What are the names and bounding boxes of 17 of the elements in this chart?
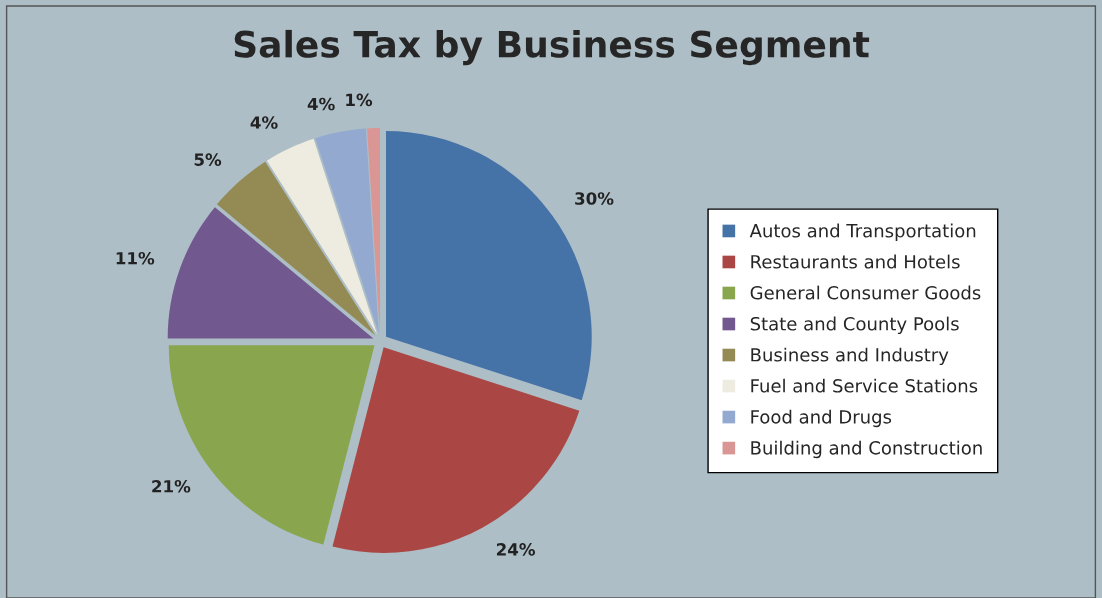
- data-label: 4%: [307, 97, 335, 111]
- legend-label: Business and Industry: [751, 347, 949, 366]
- data-label: 4%: [250, 116, 278, 129]
- legend-label: Building and Construction: [751, 440, 982, 459]
- legend-label: Restaurants and Hotels: [751, 254, 960, 269]
- data-label: 21%: [152, 479, 191, 493]
- legend-label: Fuel and Service Stations: [751, 378, 978, 393]
- legend-label: Autos and Transportation: [749, 223, 976, 242]
- data-label: 1%: [346, 93, 373, 107]
- legend-label: General Consumer Goods: [750, 285, 981, 300]
- data-label: 30%: [575, 192, 614, 205]
- data-label: 24%: [496, 543, 536, 556]
- chart-title: Sales Tax by Business Segment: [234, 29, 870, 66]
- legend-label: State and County Pools: [750, 316, 959, 335]
- data-label: 11%: [116, 251, 155, 265]
- data-label: 5%: [194, 153, 222, 166]
- legend-label: Food and Drugs: [751, 409, 892, 428]
